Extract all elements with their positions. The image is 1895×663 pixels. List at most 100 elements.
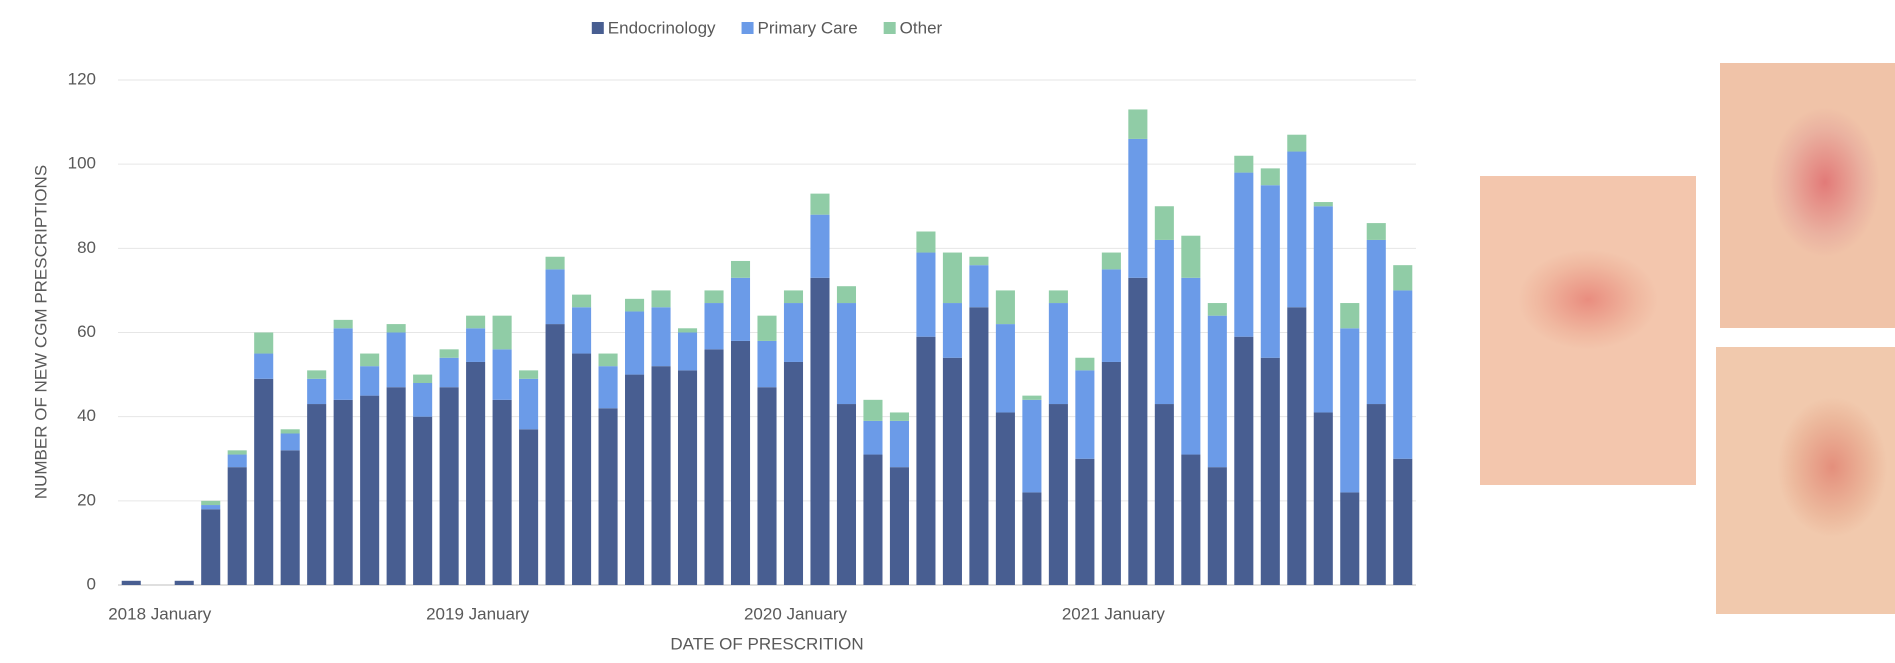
bar-segment	[413, 416, 433, 585]
bar-segment	[1313, 202, 1333, 207]
bar-segment	[1207, 303, 1227, 316]
bar-segment	[360, 395, 380, 585]
bar-segment	[863, 399, 883, 421]
bar-segment	[545, 256, 565, 270]
bar-segment	[942, 357, 962, 585]
bar-segment	[413, 374, 433, 383]
bar-segment	[1075, 370, 1095, 459]
bar-segment	[519, 378, 539, 430]
bar-segment	[1101, 269, 1121, 362]
bar-segment	[492, 315, 512, 350]
bar-segment	[1048, 303, 1068, 405]
bar-segment	[492, 349, 512, 400]
bar-segment	[757, 387, 777, 585]
bar-segment	[1128, 277, 1148, 585]
bar-segment	[280, 429, 300, 434]
bar-segment	[625, 298, 645, 312]
bar-segment	[677, 328, 698, 333]
bar-segment	[492, 399, 512, 585]
bar-segment	[783, 290, 804, 304]
bar-segment	[333, 328, 353, 400]
bar-segment	[704, 349, 724, 585]
chart: DATE OF PRESCRITION NUMBER OF NEW CGM PR…	[31, 18, 1416, 653]
bar-segment	[1128, 138, 1148, 278]
bar-segment	[1075, 357, 1095, 371]
bar-segment	[916, 231, 936, 253]
bar-segment	[572, 353, 592, 585]
bar-segment	[1287, 134, 1307, 152]
bar-segment	[836, 286, 857, 304]
legend-label: Other	[900, 18, 943, 37]
bar-segment	[1340, 328, 1360, 493]
bar-segment	[1181, 235, 1201, 278]
bar-segment	[1101, 361, 1121, 585]
bar-segment	[1022, 492, 1042, 585]
bar-segment	[1181, 277, 1201, 455]
bar-segment	[916, 252, 936, 337]
bar-segment	[730, 340, 751, 585]
bar-segment	[995, 324, 1015, 413]
bar-segment	[969, 265, 989, 308]
bar-segment	[439, 357, 459, 388]
bar-segment	[1154, 404, 1174, 585]
x-tick-label: 2020 January	[744, 604, 848, 623]
bar-segment	[121, 580, 141, 585]
bar-segment	[810, 214, 830, 278]
bar-segment	[1366, 223, 1386, 240]
x-tick-label: 2019 January	[426, 604, 530, 623]
bar-segment	[783, 361, 804, 585]
bar-segment	[1260, 357, 1280, 585]
bar-segment	[386, 324, 406, 333]
bar-segment	[969, 256, 989, 266]
bar-segment	[1366, 404, 1386, 585]
bar-segment	[1048, 404, 1068, 585]
bar-segment	[704, 303, 724, 350]
legend-swatch	[741, 22, 754, 34]
bar-segment	[466, 315, 486, 329]
bar-segment	[307, 370, 327, 379]
bar-segment	[333, 399, 353, 585]
bar-segment	[227, 450, 247, 455]
bar-segment	[757, 340, 777, 388]
y-tick-label: 100	[68, 154, 96, 173]
bar-segment	[1022, 399, 1042, 493]
bar-segment	[625, 374, 645, 585]
bar-segment	[704, 290, 724, 304]
bar-segment	[254, 332, 274, 354]
bar-segment	[201, 505, 221, 510]
bar-segment	[730, 260, 751, 278]
bar-segment	[439, 387, 459, 585]
bar-segment	[466, 361, 486, 585]
bar-segment	[280, 433, 300, 451]
bar-segment	[254, 378, 274, 585]
bar-segment	[307, 404, 327, 585]
bar-segment	[1207, 467, 1227, 585]
bar-segment	[360, 353, 380, 367]
bar-segment	[730, 277, 751, 341]
bar-segment	[1234, 172, 1254, 337]
bar-segment	[1313, 206, 1333, 413]
bar-segment	[174, 580, 194, 585]
bar-segment	[889, 412, 909, 421]
bar-segment	[1154, 206, 1174, 240]
bar-segment	[1101, 252, 1121, 270]
bar-segment	[1260, 168, 1280, 186]
bar-segment	[810, 193, 830, 215]
legend-swatch	[883, 22, 896, 34]
photo-arm-upper	[1720, 63, 1895, 328]
bar-segment	[386, 332, 406, 388]
legend-label: Endocrinology	[608, 18, 716, 37]
bar-segment	[572, 307, 592, 354]
bar-segment	[942, 252, 962, 304]
legend-swatch	[591, 22, 604, 34]
bar-segment	[1393, 458, 1413, 585]
bar-segment	[1287, 307, 1307, 585]
bar-segment	[1287, 151, 1307, 308]
bar-segment	[1366, 239, 1386, 405]
bar-segment	[598, 408, 618, 585]
bar-segment	[651, 307, 671, 367]
bar-segment	[1340, 303, 1360, 329]
bar-segment	[254, 353, 274, 379]
bar-segment	[1393, 290, 1413, 459]
bar-segment	[360, 366, 380, 396]
